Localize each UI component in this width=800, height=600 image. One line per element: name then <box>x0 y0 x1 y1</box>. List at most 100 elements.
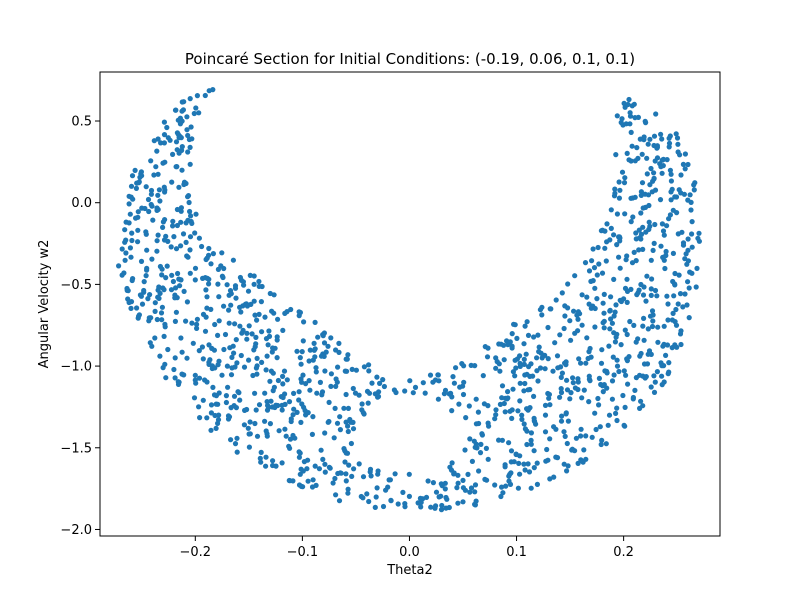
scatter-point <box>194 325 200 331</box>
scatter-point <box>279 407 285 413</box>
scatter-point <box>185 194 191 200</box>
scatter-point <box>197 415 203 421</box>
scatter-point <box>679 229 685 235</box>
scatter-point <box>596 402 602 408</box>
scatter-point <box>640 224 646 230</box>
scatter-point <box>568 390 574 396</box>
scatter-point <box>622 211 628 217</box>
scatter-point <box>475 409 481 415</box>
scatter-point <box>232 285 239 291</box>
scatter-point <box>485 403 491 409</box>
scatter-point <box>160 160 166 166</box>
scatter-point <box>178 243 184 249</box>
scatter-point <box>300 338 306 344</box>
scatter-point <box>492 482 498 488</box>
scatter-point <box>326 399 332 405</box>
scatter-point <box>584 294 590 300</box>
scatter-point <box>494 359 500 365</box>
scatter-point <box>267 378 273 384</box>
scatter-point <box>171 234 177 240</box>
scatter-point <box>223 399 229 406</box>
scatter-point <box>545 324 551 331</box>
scatter-point <box>208 402 215 408</box>
scatter-point <box>575 316 581 322</box>
scatter-point <box>178 219 184 225</box>
scatter-point <box>400 489 406 495</box>
scatter-point <box>616 254 622 260</box>
scatter-point <box>366 368 372 374</box>
scatter-points <box>116 87 703 513</box>
scatter-point <box>258 449 264 455</box>
scatter-point <box>126 201 132 207</box>
scatter-point <box>524 441 530 448</box>
scatter-point <box>663 352 669 358</box>
scatter-point <box>187 144 193 150</box>
scatter-point <box>200 311 207 317</box>
scatter-point <box>524 319 530 325</box>
scatter-point <box>294 409 300 415</box>
scatter-point <box>651 389 658 395</box>
scatter-point <box>246 323 252 329</box>
scatter-point <box>423 494 430 500</box>
scatter-point <box>298 376 304 382</box>
scatter-point <box>630 195 636 201</box>
scatter-point <box>251 273 257 279</box>
scatter-point <box>135 214 141 220</box>
scatter-point <box>155 171 161 177</box>
scatter-point <box>644 171 650 177</box>
scatter-point <box>251 281 257 287</box>
scatter-point <box>505 389 511 395</box>
scatter-point <box>685 279 691 285</box>
scatter-point <box>151 172 157 178</box>
scatter-point <box>200 356 206 362</box>
scatter-point <box>442 387 449 393</box>
scatter-point <box>145 196 152 203</box>
scatter-point <box>572 273 578 279</box>
scatter-point <box>651 175 657 181</box>
scatter-point <box>374 374 380 380</box>
scatter-point <box>192 372 198 378</box>
scatter-point <box>183 239 189 245</box>
scatter-point <box>238 309 244 315</box>
scatter-point <box>653 111 659 117</box>
scatter-point <box>322 469 328 475</box>
scatter-point <box>218 263 224 269</box>
scatter-point <box>651 373 657 379</box>
scatter-point <box>629 143 635 149</box>
scatter-point <box>348 440 354 447</box>
scatter-point <box>521 361 527 367</box>
scatter-point <box>659 221 666 227</box>
scatter-point <box>252 312 258 318</box>
scatter-point <box>621 100 627 106</box>
scatter-point <box>660 343 666 349</box>
scatter-point <box>658 243 664 249</box>
scatter-point <box>383 487 389 493</box>
scatter-point <box>557 394 563 400</box>
scatter-point <box>534 368 540 374</box>
scatter-point <box>542 366 548 372</box>
scatter-point <box>590 278 596 284</box>
scatter-point <box>307 347 313 353</box>
scatter-point <box>558 389 565 396</box>
scatter-point <box>158 140 164 146</box>
scatter-point <box>330 480 336 486</box>
scatter-point <box>216 412 222 418</box>
scatter-point <box>232 321 238 327</box>
scatter-point <box>670 207 676 213</box>
scatter-point <box>681 191 688 197</box>
scatter-point <box>430 480 436 486</box>
scatter-point <box>258 299 264 305</box>
scatter-point <box>660 228 667 234</box>
scatter-point <box>550 368 556 374</box>
scatter-point <box>638 350 644 357</box>
scatter-point <box>664 157 670 163</box>
scatter-point <box>545 390 551 397</box>
scatter-point <box>254 317 260 323</box>
scatter-point <box>208 427 214 433</box>
scatter-point <box>659 170 665 176</box>
scatter-point <box>173 246 180 252</box>
scatter-point <box>562 360 568 366</box>
scatter-point <box>143 184 149 190</box>
scatter-point <box>624 276 630 282</box>
scatter-point <box>692 180 698 186</box>
